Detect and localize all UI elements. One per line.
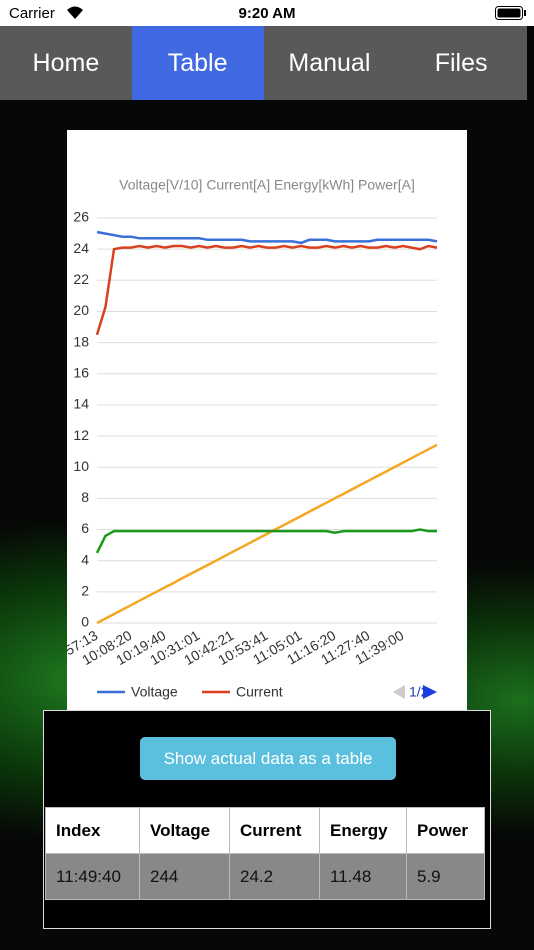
data-cell: 11:49:40 [45,853,140,900]
legend-label: Current [236,684,283,700]
y-tick-label: 22 [73,271,89,287]
show-table-button[interactable]: Show actual data as a table [140,737,396,780]
chart-title: Voltage[V/10] Current[A] Energy[kWh] Pow… [119,177,415,193]
y-tick-label: 4 [81,551,89,567]
pager-next [423,685,437,699]
y-tick-label: 24 [73,240,89,256]
chart: Voltage[V/10] Current[A] Energy[kWh] Pow… [67,177,438,700]
header-cell: Current [229,807,320,854]
y-tick-label: 20 [73,302,89,318]
header-row: Index Voltage Current Energy Power [45,807,485,854]
carrier: Carrier [9,5,55,22]
y-tick-label: 0 [81,614,89,630]
legend-label: Voltage [131,684,178,700]
table-section: Show actual data as a table Index Voltage… [43,710,491,929]
nav-tab[interactable]: Manual [288,49,371,77]
header-cell: Index [45,807,140,854]
header-cell: Power [406,807,485,854]
y-tick-label: 18 [73,333,89,349]
series-line [96,443,438,625]
pager-prev [393,685,405,699]
header-cell: Voltage [139,807,230,854]
nav-tab[interactable]: Table [131,26,264,100]
y-tick-label: 12 [73,427,89,443]
data-cell: 24.2 [229,853,320,900]
series-line [95,528,437,554]
header-cell: Energy [319,807,407,854]
y-tick-label: 14 [73,396,89,412]
y-tick-label: 16 [73,364,89,380]
data-cell: 11.48 [319,853,407,900]
y-tick-label: 26 [73,209,89,225]
nav-tab[interactable]: Files [434,49,488,77]
status-bar: Carrier 9:20 AM [0,0,534,26]
data-row: 11:49:40 244 24.2 11.48 5.9 [45,853,485,900]
nav-bar: Home Table Manual Files [0,26,527,100]
y-tick-label: 8 [81,489,89,505]
clock: 9:20 AM [238,5,296,22]
series-line [96,230,438,245]
nav-tab[interactable]: Home [32,49,100,77]
series-line [95,244,438,336]
battery-icon [495,6,526,20]
y-tick-label: 6 [81,520,89,536]
chart-panel: Voltage[V/10] Current[A] Energy[kWh] Pow… [67,130,467,710]
data-table: Index Voltage Current Energy Power 11:49:40 24… [45,807,485,900]
wifi-icon [67,6,83,19]
y-tick-label: 2 [81,583,89,599]
data-cell: 244 [139,853,230,900]
data-cell: 5.9 [406,853,485,900]
y-tick-label: 10 [73,458,89,474]
